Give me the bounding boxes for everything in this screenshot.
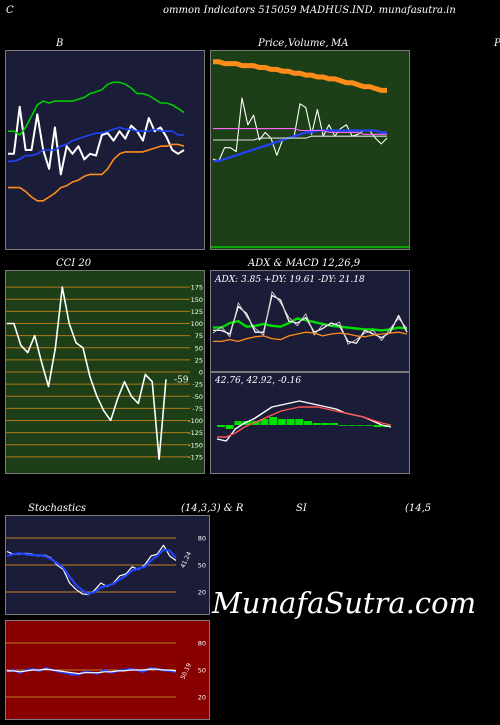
adx-adx-line [213, 317, 408, 332]
cci-tick-label: 50 [195, 344, 203, 352]
price-ma-short-2-line [213, 135, 387, 141]
cci-panel: 175 150 125 100 75 50 25 0 -25 -50 -75 -100 -125 -150… [5, 270, 205, 474]
macd-histogram-bar [260, 419, 269, 425]
macd-panel: 42.76, 42.92, -0.16 [210, 372, 410, 474]
adx-macd-title: ADX & MACD 12,26,9 [248, 258, 361, 269]
cci-tick-label: -150 [188, 441, 203, 449]
cci-tick-label: -125 [188, 429, 203, 437]
cci-tick-label: -75 [192, 405, 203, 413]
adx-chart [212, 291, 408, 345]
bollinger-middle-line [8, 126, 184, 163]
macd-histogram-bar [373, 425, 382, 427]
macd-histogram-bar [312, 423, 321, 425]
stochastics-panel: 80 50 20 41.24 [5, 515, 210, 615]
bollinger-title: B [56, 38, 64, 49]
stochastics-d-line [6, 548, 177, 595]
rsi-tick-label: 20 [198, 694, 206, 702]
adx-values-label: ADX: 3.85 +DY: 19.61 -DY: 21.18 [215, 275, 365, 285]
cci-chart: 175 150 125 100 75 50 25 0 -25 -50 -75 -100 -125 -150… [6, 284, 203, 461]
rsi-title: SI [296, 503, 307, 514]
price-ma-chart [211, 59, 409, 248]
price-ma-mid-line [213, 129, 387, 163]
rsi-current-value: 50.19 [179, 662, 193, 681]
macd-histogram-bar [330, 423, 338, 425]
macd-values-label: 42.76, 42.92, -0.16 [215, 376, 302, 386]
adx-panel: ADX: 3.85 +DY: 19.61 -DY: 21.18 [210, 270, 410, 372]
macd-histogram-bar [304, 421, 312, 425]
rsi-rsi-smooth-line [7, 668, 177, 675]
stochastics-chart: 80 50 20 41.24 [6, 535, 206, 597]
cci-tick-label: -50 [192, 393, 203, 401]
cci-tick-label: -175 [188, 453, 203, 461]
macd-histogram-bar [269, 417, 278, 425]
macd-histogram-bar [243, 421, 251, 425]
cci-tick-label: 0 [199, 369, 203, 377]
bollinger-panel [5, 50, 205, 250]
rsi-tick-label: 50 [198, 667, 206, 675]
macd-chart [216, 400, 392, 442]
rsi-panel: 80 50 20 50.19 [5, 620, 210, 720]
macd-histogram-bar [347, 425, 356, 426]
macd-histogram-bar [217, 425, 225, 427]
price-ma-long-line [213, 59, 387, 93]
bollinger-upper-line [8, 81, 185, 136]
bollinger-price-line [8, 105, 185, 176]
rsi-params: (14,5 [405, 503, 432, 514]
macd-histogram-bar [277, 419, 286, 425]
macd-histogram-bar [364, 425, 373, 426]
header-left-letter: C [6, 5, 14, 16]
bollinger-chart [8, 81, 185, 202]
stochastics-tick-label: 20 [198, 589, 206, 597]
bollinger-lower-line [8, 143, 185, 202]
macd-histogram-bar [338, 425, 347, 426]
macd-histogram-bar [286, 419, 295, 425]
page-title: ommon Indicators 515059 MADHUS.IND. muna… [163, 5, 456, 16]
rsi-tick-label: 80 [198, 640, 206, 648]
cci-tick-label: 25 [195, 356, 203, 364]
rsi-chart: 80 50 20 50.19 [6, 640, 206, 702]
right-edge-letter: P [494, 38, 500, 49]
macd-histogram-bar [251, 421, 260, 425]
stochastics-title: Stochastics [28, 503, 86, 514]
price-ma-title-rest: MA [331, 38, 349, 49]
adx-minus-di-line [213, 331, 408, 343]
macd-histogram-bar [295, 419, 304, 425]
cci-tick-label: -100 [188, 417, 203, 425]
macd-histogram-bar [225, 425, 234, 429]
macd-histogram-bar [234, 421, 243, 425]
cci-current-value: -59 [174, 375, 189, 385]
watermark: MunafaSutra.com [212, 586, 477, 620]
cci-line [7, 286, 167, 461]
stochastics-tick-label: 50 [198, 562, 206, 570]
price-ma-panel [210, 50, 410, 250]
cci-tick-label: 175 [191, 284, 203, 292]
macd-signal-line [217, 406, 392, 438]
stochastics-params: (14,3,3) & R [181, 503, 244, 514]
cci-tick-label: 75 [195, 332, 203, 340]
cci-tick-label: 100 [191, 320, 203, 328]
stochastics-tick-label: 80 [198, 535, 206, 543]
stochastics-k-line [6, 544, 177, 596]
price-price-line [212, 97, 388, 162]
price-ma-title: Price, [258, 38, 288, 49]
price-ma-short-1-line [213, 128, 387, 135]
macd-histogram-bar [321, 423, 330, 425]
price-ma-title-overlap: Volume, [288, 38, 329, 49]
cci-tick-label: 150 [191, 296, 203, 304]
cci-tick-label: -25 [192, 381, 203, 389]
cci-tick-label: 125 [191, 308, 203, 316]
adx-plus-di-shadow-line [212, 291, 408, 345]
macd-histogram-bar [356, 425, 365, 426]
stochastics-current-value: 41.24 [179, 551, 193, 570]
cci-title: CCI 20 [56, 258, 92, 269]
